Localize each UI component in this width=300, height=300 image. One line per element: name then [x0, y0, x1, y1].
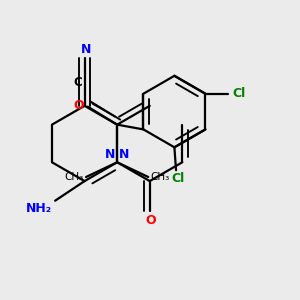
Text: NH₂: NH₂ — [26, 202, 52, 215]
Text: N: N — [81, 43, 92, 56]
Text: Cl: Cl — [171, 172, 184, 185]
Text: Cl: Cl — [232, 87, 245, 100]
Text: N: N — [119, 148, 129, 161]
Text: CH₃: CH₃ — [151, 172, 170, 182]
Text: C: C — [74, 76, 82, 89]
Text: CH₃: CH₃ — [64, 172, 83, 182]
Text: O: O — [145, 214, 156, 227]
Text: N: N — [105, 148, 116, 161]
Text: O: O — [73, 98, 84, 112]
